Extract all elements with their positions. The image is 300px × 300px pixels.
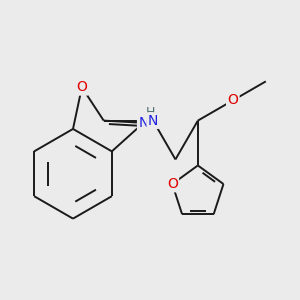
Text: O: O bbox=[227, 93, 238, 107]
Text: H: H bbox=[146, 106, 155, 119]
Text: O: O bbox=[167, 177, 178, 191]
Text: N: N bbox=[148, 114, 158, 128]
Text: N: N bbox=[138, 116, 149, 130]
Text: O: O bbox=[76, 80, 87, 94]
